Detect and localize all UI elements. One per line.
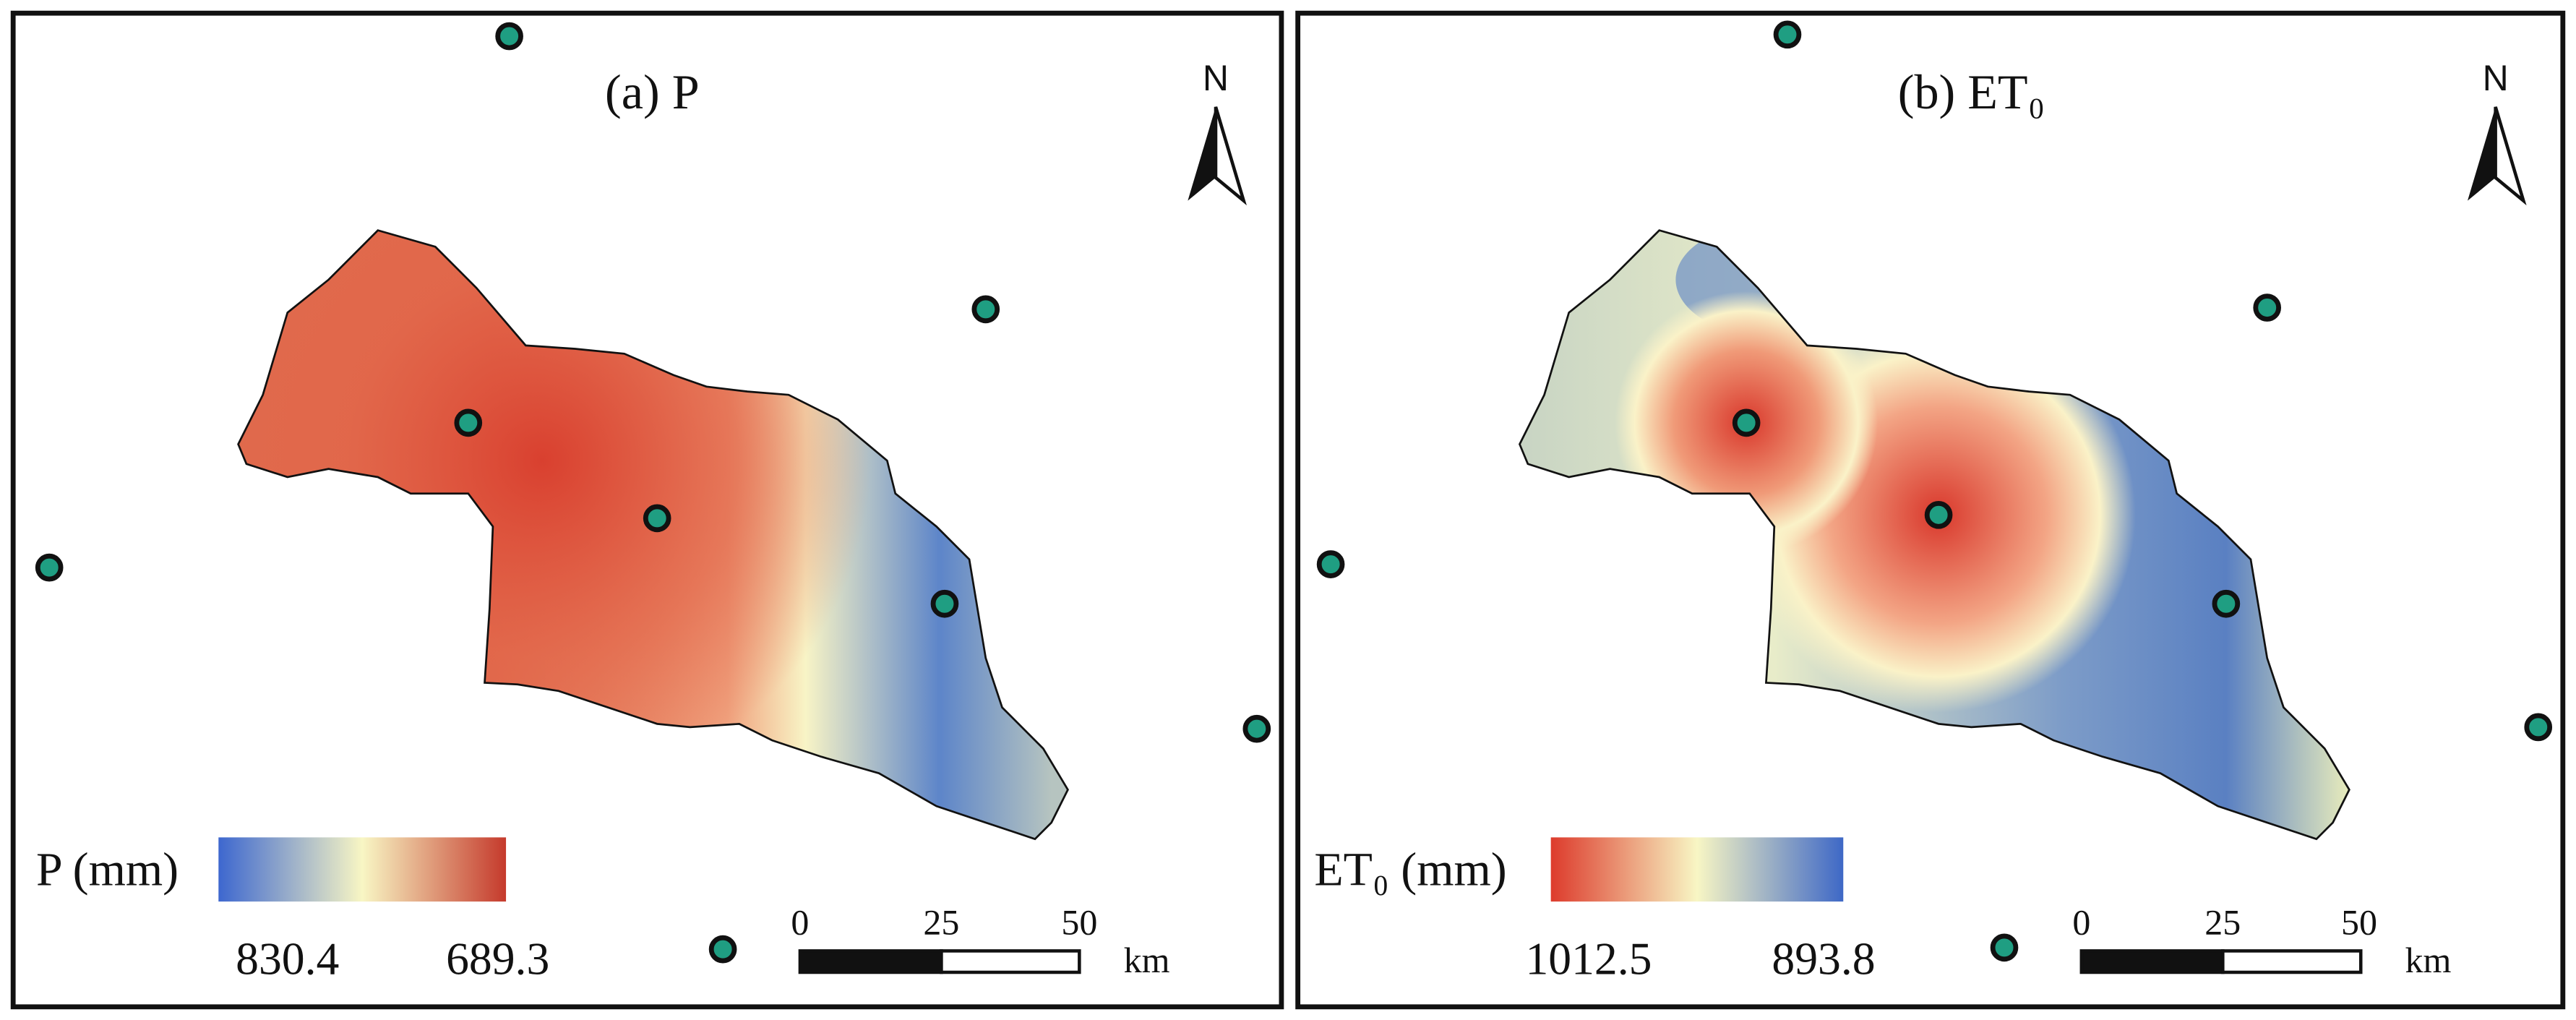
station — [1732, 408, 1761, 437]
scale-bar — [940, 949, 1081, 974]
scale-unit: km — [2405, 940, 2451, 980]
panel-frame — [10, 10, 1284, 1010]
north-label: N — [2483, 58, 2509, 98]
panel-title: (a) P — [605, 64, 700, 119]
scale-bar — [2221, 949, 2363, 974]
scale-tick: 0 — [2072, 902, 2090, 943]
station — [643, 504, 671, 533]
station — [2253, 293, 2282, 322]
station — [1242, 714, 1271, 743]
legend-high: 893.8 — [1772, 933, 1875, 984]
scale-tick: 0 — [791, 902, 809, 943]
scale-bar — [798, 949, 943, 974]
legend-colorbar — [1550, 837, 1844, 902]
station — [1773, 20, 1802, 49]
station — [495, 22, 523, 51]
station — [1316, 550, 1345, 578]
north-label: N — [1203, 58, 1229, 98]
scale-tick: 25 — [2204, 902, 2241, 943]
station — [971, 295, 1000, 324]
panel-frame — [1295, 10, 2566, 1010]
station — [2212, 589, 2241, 618]
legend-label: ET₀ (mm) — [1314, 843, 1506, 896]
legend-label: P (mm) — [36, 843, 179, 896]
station — [708, 935, 737, 964]
station — [454, 408, 483, 437]
scale-tick: 25 — [923, 902, 959, 943]
legend-low: 830.4 — [236, 933, 339, 984]
stations — [35, 22, 1271, 964]
stations — [1316, 20, 2553, 962]
north-arrow — [1214, 106, 1247, 206]
scale-bar — [2079, 949, 2225, 974]
station — [930, 589, 959, 618]
legend-low: 1012.5 — [1525, 933, 1652, 984]
north-arrow — [2494, 106, 2527, 206]
station — [35, 553, 64, 582]
legend-colorbar — [218, 837, 507, 902]
scale-tick: 50 — [1061, 902, 1097, 943]
legend-high: 689.3 — [446, 933, 549, 984]
scale-unit: km — [1124, 940, 1170, 980]
station — [2524, 713, 2553, 742]
station — [1924, 500, 1953, 529]
station — [1990, 933, 2019, 962]
scale-tick: 50 — [2341, 902, 2377, 943]
panel-title: (b) ET₀ — [1898, 64, 2045, 119]
